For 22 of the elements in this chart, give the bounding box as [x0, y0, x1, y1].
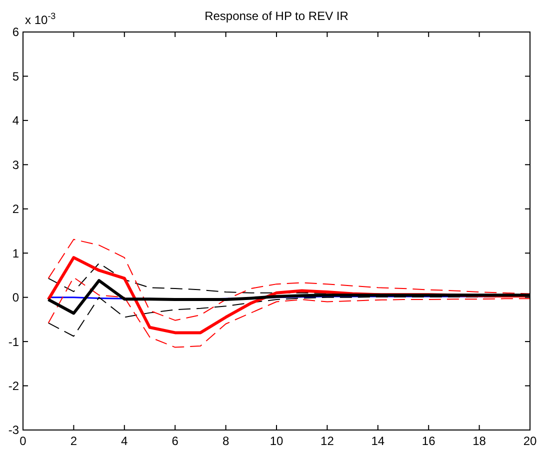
y-tick-label: -3 [8, 423, 20, 438]
x-tick-label: 18 [472, 434, 486, 448]
x-tick-label: 4 [121, 434, 128, 448]
y-tick-label: 0 [12, 290, 20, 305]
x-tick-label: 16 [422, 434, 436, 448]
x-tick-label: 8 [222, 434, 230, 448]
x-tick-label: 6 [172, 434, 179, 448]
x-tick-label: 12 [320, 434, 334, 448]
y-tick-label: 1 [12, 246, 20, 260]
y-tick-label: 4 [12, 114, 20, 128]
x-tick-label: 14 [371, 434, 385, 448]
x-tick-label: 10 [270, 434, 284, 448]
chart-title: Response of HP to REV IR [204, 9, 349, 23]
text: x 10$^{-3}$ [25, 11, 56, 27]
y-tick-label: -2 [8, 378, 20, 393]
y-tick-label: 5 [12, 69, 20, 84]
y-tick-label: -1 [8, 334, 20, 349]
y-tick-label: 3 [12, 158, 20, 172]
y-tick-label: 2 [12, 202, 20, 216]
x-tick-label: 20 [523, 434, 537, 448]
x-tick-label: 2 [70, 434, 78, 448]
y-tick-label: 6 [12, 25, 20, 40]
